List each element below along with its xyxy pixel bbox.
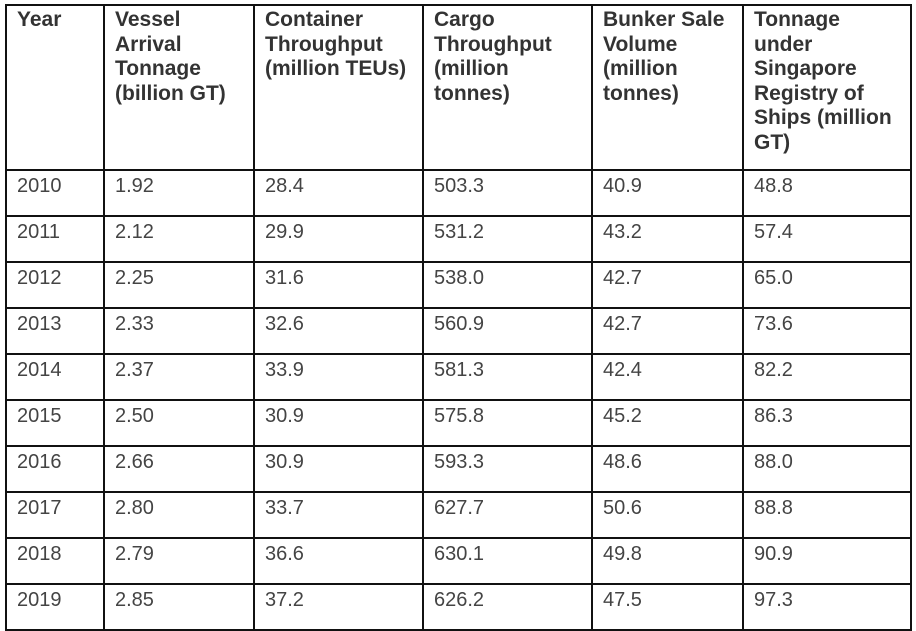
table-cell: 2013: [5, 307, 105, 355]
table-cell: 30.9: [253, 445, 424, 493]
header-cell: Year: [5, 4, 105, 171]
table-head: Year Vessel Arrival Tonnage (billion GT)…: [5, 4, 912, 171]
table-cell: 2.66: [103, 445, 255, 493]
table-cell: 86.3: [742, 399, 912, 447]
table-cell: 2.33: [103, 307, 255, 355]
table-cell: 47.5: [591, 583, 744, 631]
table-row: 2017 2.80 33.7 627.7 50.6 88.8: [5, 491, 912, 539]
table-cell: 2.37: [103, 353, 255, 401]
table-cell: 50.6: [591, 491, 744, 539]
table-cell: 42.4: [591, 353, 744, 401]
table-cell: 2017: [5, 491, 105, 539]
table-row: 2010 1.92 28.4 503.3 40.9 48.8: [5, 169, 912, 217]
table-cell: 2016: [5, 445, 105, 493]
table-cell: 560.9: [422, 307, 593, 355]
table-cell: 626.2: [422, 583, 593, 631]
page: Year Vessel Arrival Tonnage (billion GT)…: [5, 4, 912, 631]
table-cell: 37.2: [253, 583, 424, 631]
table-cell: 97.3: [742, 583, 912, 631]
table-cell: 2.80: [103, 491, 255, 539]
table-row: 2019 2.85 37.2 626.2 47.5 97.3: [5, 583, 912, 631]
data-table: Year Vessel Arrival Tonnage (billion GT)…: [5, 4, 912, 631]
table-cell: 57.4: [742, 215, 912, 263]
table-cell: 2011: [5, 215, 105, 263]
header-cell: Tonnage under Singapore Registry of Ship…: [742, 4, 912, 171]
table-cell: 42.7: [591, 307, 744, 355]
table-cell: 2.85: [103, 583, 255, 631]
table-cell: 531.2: [422, 215, 593, 263]
table-cell: 73.6: [742, 307, 912, 355]
table-cell: 2.12: [103, 215, 255, 263]
table-cell: 581.3: [422, 353, 593, 401]
table-cell: 65.0: [742, 261, 912, 309]
table-row: 2015 2.50 30.9 575.8 45.2 86.3: [5, 399, 912, 447]
table-cell: 2010: [5, 169, 105, 217]
header-cell: Vessel Arrival Tonnage (billion GT): [103, 4, 255, 171]
table-cell: 36.6: [253, 537, 424, 585]
table-cell: 32.6: [253, 307, 424, 355]
table-row: 2013 2.33 32.6 560.9 42.7 73.6: [5, 307, 912, 355]
table-cell: 42.7: [591, 261, 744, 309]
table-cell: 31.6: [253, 261, 424, 309]
table-cell: 88.0: [742, 445, 912, 493]
table-row: 2011 2.12 29.9 531.2 43.2 57.4: [5, 215, 912, 263]
table-cell: 2012: [5, 261, 105, 309]
header-cell: Cargo Throughput (million tonnes): [422, 4, 593, 171]
table-cell: 90.9: [742, 537, 912, 585]
table-cell: 2018: [5, 537, 105, 585]
table-cell: 630.1: [422, 537, 593, 585]
table-cell: 2015: [5, 399, 105, 447]
table-cell: 48.6: [591, 445, 744, 493]
table-body: 2010 1.92 28.4 503.3 40.9 48.8 2011 2.12 29.9 531…: [5, 169, 912, 631]
table-cell: 2.79: [103, 537, 255, 585]
table-cell: 1.92: [103, 169, 255, 217]
table-cell: 29.9: [253, 215, 424, 263]
table-row: 2016 2.66 30.9 593.3 48.6 88.0: [5, 445, 912, 493]
table-cell: 49.8: [591, 537, 744, 585]
table-cell: 575.8: [422, 399, 593, 447]
header-cell: Bunker Sale Volume (million tonnes): [591, 4, 744, 171]
table-cell: 2019: [5, 583, 105, 631]
table-cell: 40.9: [591, 169, 744, 217]
header-row: Year Vessel Arrival Tonnage (billion GT)…: [5, 4, 912, 171]
table-cell: 33.7: [253, 491, 424, 539]
table-cell: 45.2: [591, 399, 744, 447]
table-cell: 48.8: [742, 169, 912, 217]
table-cell: 30.9: [253, 399, 424, 447]
table-row: 2018 2.79 36.6 630.1 49.8 90.9: [5, 537, 912, 585]
table-cell: 88.8: [742, 491, 912, 539]
table-cell: 627.7: [422, 491, 593, 539]
table-cell: 82.2: [742, 353, 912, 401]
table-cell: 2014: [5, 353, 105, 401]
table-cell: 33.9: [253, 353, 424, 401]
table-cell: 43.2: [591, 215, 744, 263]
header-cell: Container Throughput (million TEUs): [253, 4, 424, 171]
table-row: 2014 2.37 33.9 581.3 42.4 82.2: [5, 353, 912, 401]
table-row: 2012 2.25 31.6 538.0 42.7 65.0: [5, 261, 912, 309]
table-cell: 28.4: [253, 169, 424, 217]
table-cell: 538.0: [422, 261, 593, 309]
table-cell: 593.3: [422, 445, 593, 493]
table-cell: 2.25: [103, 261, 255, 309]
table-cell: 2.50: [103, 399, 255, 447]
table-cell: 503.3: [422, 169, 593, 217]
